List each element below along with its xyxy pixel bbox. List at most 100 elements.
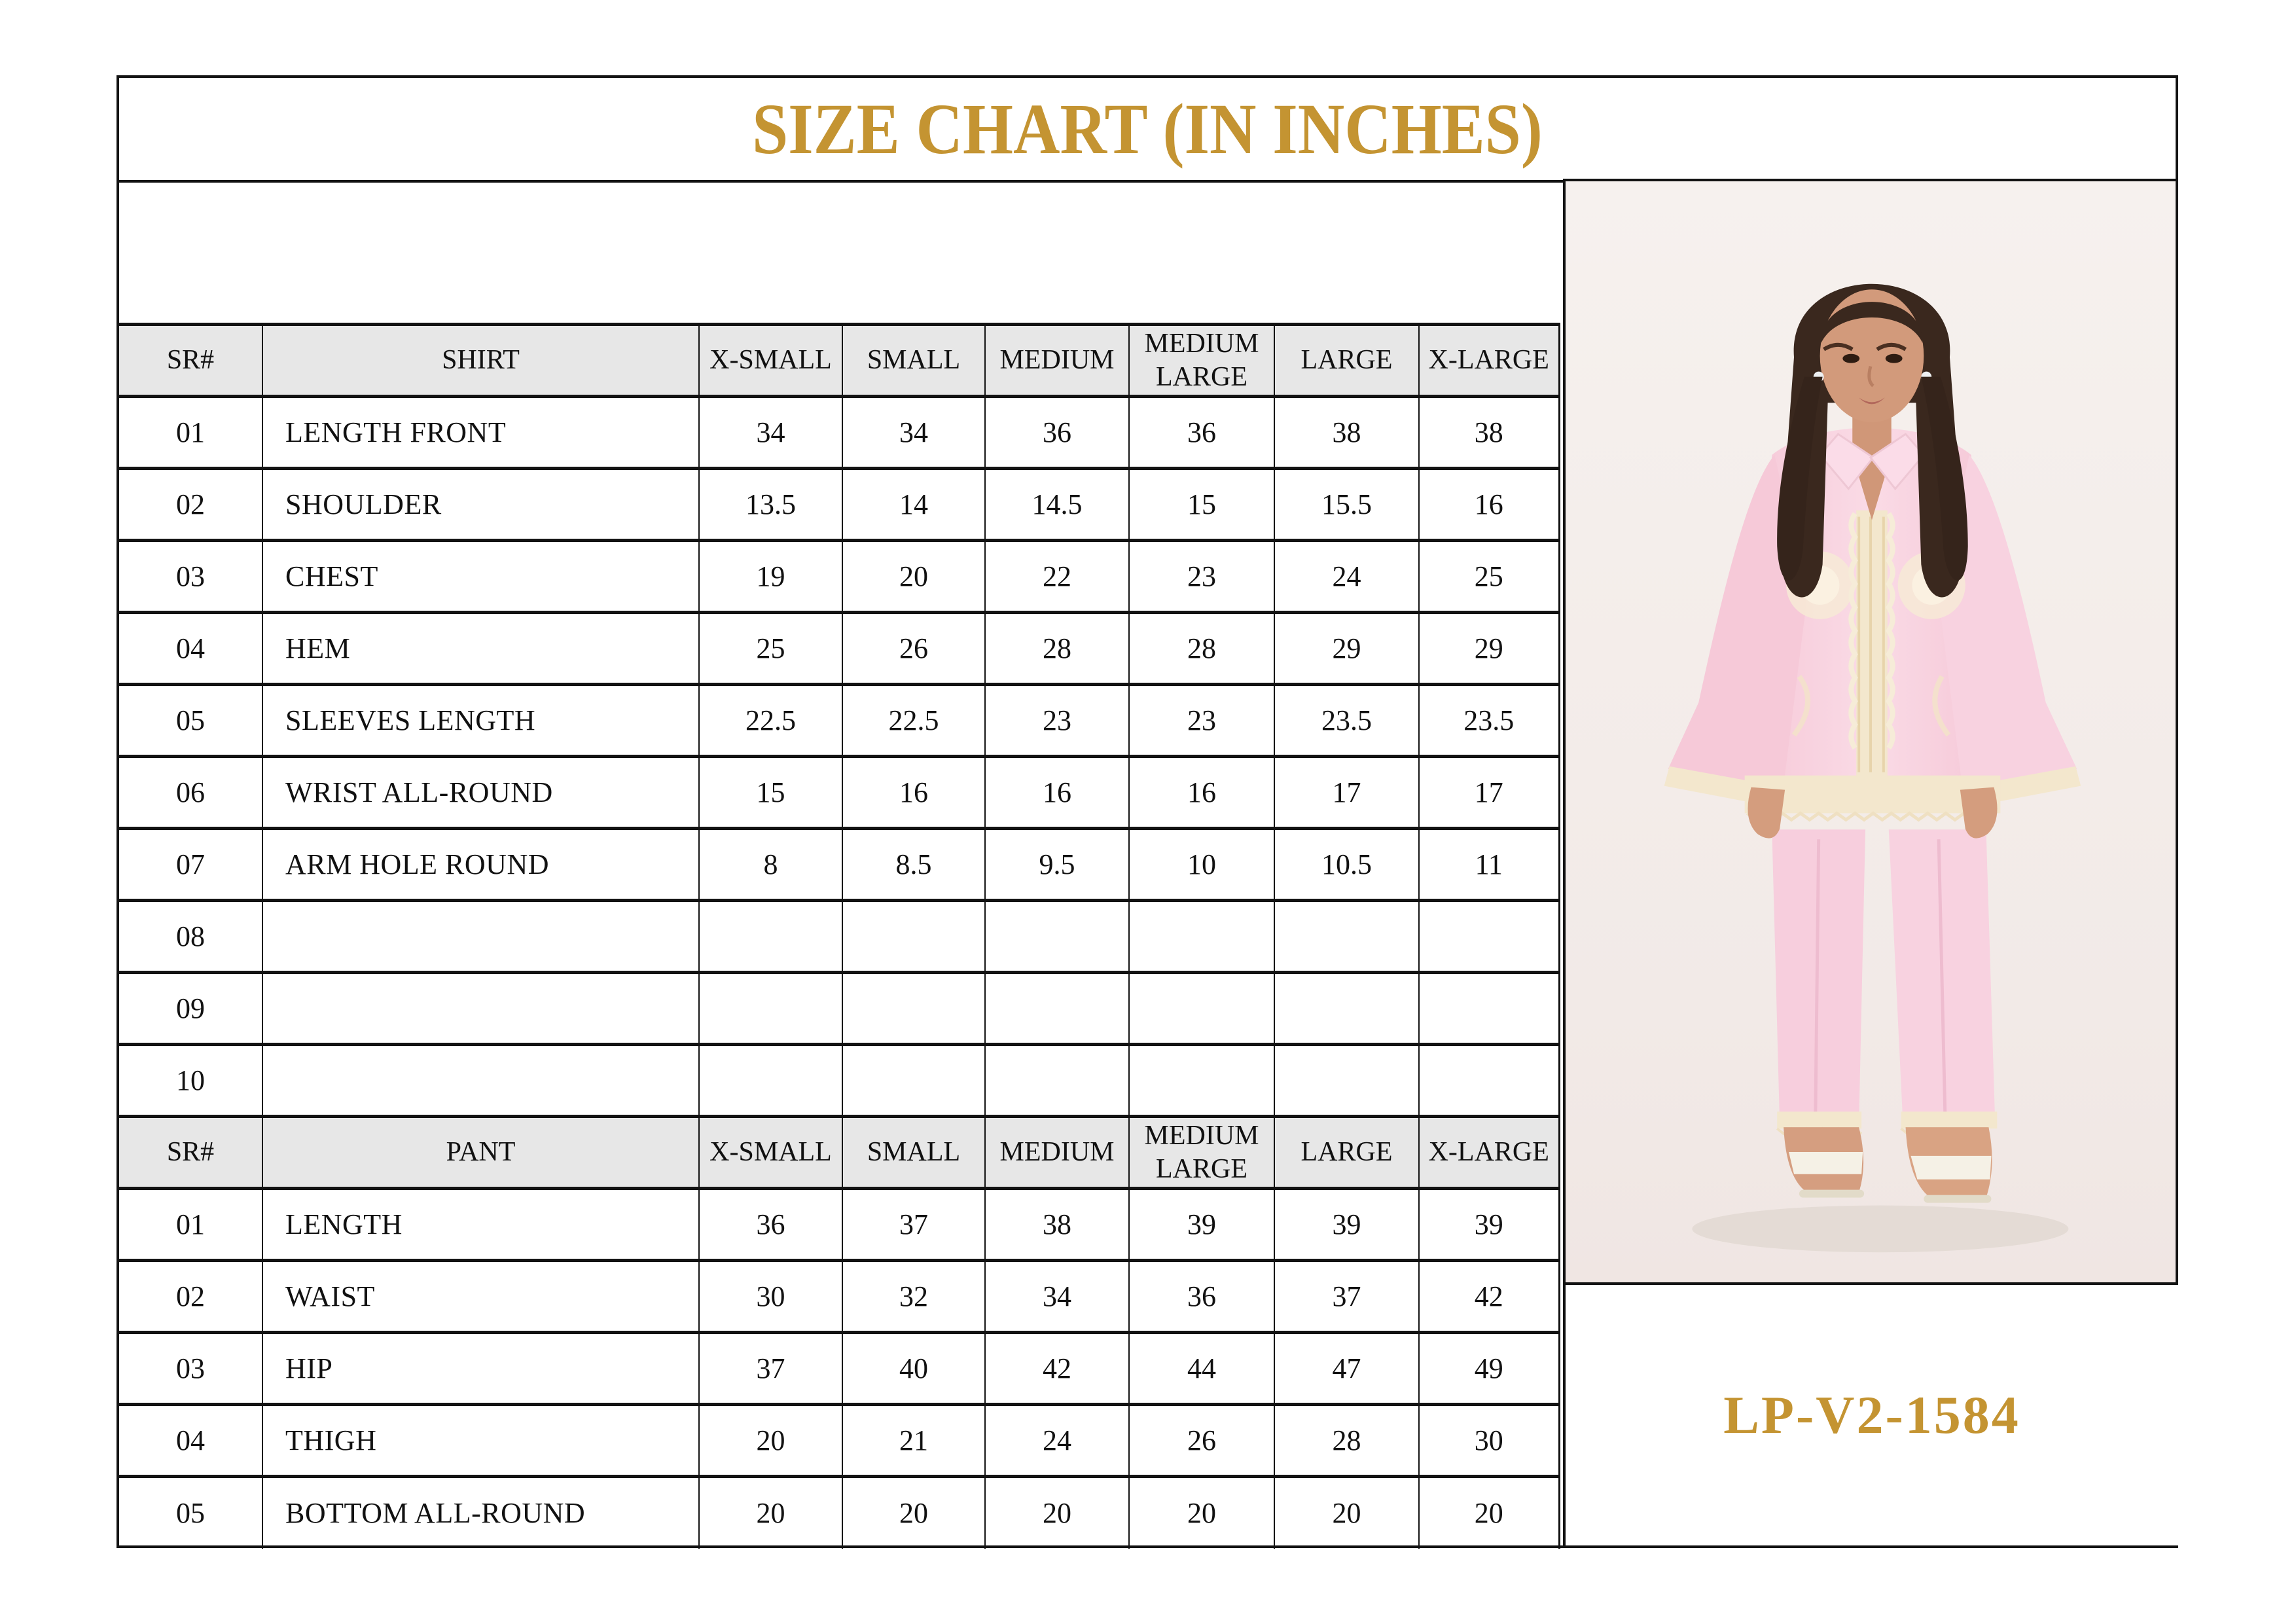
shirt-row-06: 06 WRIST ALL-ROUND 15 16 16 16 17 17: [119, 756, 1560, 829]
shirt-row-01-value-2: 36: [984, 396, 1130, 469]
size-chart-table: SR# SHIRT X-SMALL SMALL MEDIUM MEDIUM LARGE LA…: [119, 323, 1560, 1549]
shirt-row-08: 08: [119, 900, 1560, 973]
pant-header-size-0: X-SMALL: [698, 1116, 843, 1189]
shirt-row-05-value-5: 23.5: [1418, 684, 1560, 757]
pant-row-05-value-0: 20: [698, 1476, 843, 1549]
shirt-row-07-value-5: 11: [1418, 828, 1560, 901]
shirt-row-08-value-2: [984, 900, 1130, 973]
pant-row-03-value-3: 44: [1128, 1332, 1275, 1405]
shirt-row-02: 02 SHOULDER 13.5 14 14.5 15 15.5 16: [119, 468, 1560, 541]
pant-row-02-sr: 02: [119, 1260, 263, 1333]
pant-header-size-2: MEDIUM: [984, 1116, 1130, 1189]
pant-row-01-value-1: 37: [842, 1188, 986, 1261]
pant-header-size-1: SMALL: [842, 1116, 986, 1189]
shirt-row-06-value-2: 16: [984, 756, 1130, 829]
shirt-row-07-value-3: 10: [1128, 828, 1275, 901]
shirt-row-01-value-0: 34: [698, 396, 843, 469]
pant-header-size-4: LARGE: [1274, 1116, 1420, 1189]
shirt-row-08-value-4: [1274, 900, 1420, 973]
shirt-row-03-sr: 03: [119, 540, 263, 613]
pant-row-05-label: BOTTOM ALL-ROUND: [262, 1476, 700, 1549]
pant-row-05-value-4: 20: [1274, 1476, 1420, 1549]
floor-shadow: [1692, 1205, 2069, 1253]
shirt-row-10-value-3: [1128, 1044, 1275, 1117]
pant-row-05-sr: 05: [119, 1476, 263, 1549]
shirt-header-size-5: X-LARGE: [1418, 324, 1560, 397]
shirt-row-01-value-4: 38: [1274, 396, 1420, 469]
shirt-row-08-value-5: [1418, 900, 1560, 973]
pant-row-02-value-3: 36: [1128, 1260, 1275, 1333]
shirt-header-row: SR# SHIRT X-SMALL SMALL MEDIUM MEDIUM LARGE LA…: [119, 324, 1560, 397]
pant-row-03-label: HIP: [262, 1332, 700, 1405]
pant-row-03-value-5: 49: [1418, 1332, 1560, 1405]
shirt-row-01-label: LENGTH FRONT: [262, 396, 700, 469]
shirt-row-10-value-5: [1418, 1044, 1560, 1117]
shirt-row-03: 03 CHEST 19 20 22 23 24 25: [119, 540, 1560, 613]
shirt-row-10: 10: [119, 1044, 1560, 1117]
pant-row-03-value-0: 37: [698, 1332, 843, 1405]
pant-row-05: 05 BOTTOM ALL-ROUND 20 20 20 20 20 20: [119, 1476, 1560, 1549]
pant-row-03-value-4: 47: [1274, 1332, 1420, 1405]
shirt-row-07-value-4: 10.5: [1274, 828, 1420, 901]
shirt-header-size-3: MEDIUM LARGE: [1128, 324, 1275, 397]
pant-row-05-value-1: 20: [842, 1476, 986, 1549]
shirt-row-05-value-4: 23.5: [1274, 684, 1420, 757]
pant-row-04-value-0: 20: [698, 1404, 843, 1477]
hair-front-right: [1921, 376, 1968, 581]
shirt-row-07-label: ARM HOLE ROUND: [262, 828, 700, 901]
pant-row-03: 03 HIP 37 40 42 44 47 49: [119, 1332, 1560, 1405]
shirt-row-06-value-5: 17: [1418, 756, 1560, 829]
shirt-row-06-value-4: 17: [1274, 756, 1420, 829]
shirt-row-03-value-1: 20: [842, 540, 986, 613]
shirt-row-07-value-0: 8: [698, 828, 843, 901]
shirt-row-01-value-5: 38: [1418, 396, 1560, 469]
shirt-row-06-sr: 06: [119, 756, 263, 829]
shirt-row-09-value-5: [1418, 972, 1560, 1045]
shirt-row-02-label: SHOULDER: [262, 468, 700, 541]
pant-row-01-sr: 01: [119, 1188, 263, 1261]
size-chart-table-wrap: SR# SHIRT X-SMALL SMALL MEDIUM MEDIUM LARGE LA…: [119, 323, 1560, 1549]
shirt-header-size-2: MEDIUM: [984, 324, 1130, 397]
shirt-row-10-value-4: [1274, 1044, 1420, 1117]
shirt-row-07-value-2: 9.5: [984, 828, 1130, 901]
pant-header-sr: SR#: [119, 1116, 263, 1189]
shirt-row-01: 01 LENGTH FRONT 34 34 36 36 38 38: [119, 396, 1560, 469]
pant-row-04: 04 THIGH 20 21 24 26 28 30: [119, 1404, 1560, 1477]
shirt-header-sr: SR#: [119, 324, 263, 397]
shirt-row-02-value-5: 16: [1418, 468, 1560, 541]
shirt-row-05-value-1: 22.5: [842, 684, 986, 757]
shirt-header-size-1: SMALL: [842, 324, 986, 397]
pant-row-03-sr: 03: [119, 1332, 263, 1405]
pink-pants: [1772, 829, 1998, 1136]
shirt-row-03-value-3: 23: [1128, 540, 1275, 613]
shirt-row-03-value-4: 24: [1274, 540, 1420, 613]
shirt-row-02-value-2: 14.5: [984, 468, 1130, 541]
pant-row-02-value-5: 42: [1418, 1260, 1560, 1333]
pant-row-04-label: THIGH: [262, 1404, 700, 1477]
shirt-row-02-value-3: 15: [1128, 468, 1275, 541]
pant-row-02-value-0: 30: [698, 1260, 843, 1333]
shirt-header-size-0: X-SMALL: [698, 324, 843, 397]
shirt-row-01-sr: 01: [119, 396, 263, 469]
shirt-row-08-label: [262, 900, 700, 973]
shirt-header-size-4: LARGE: [1274, 324, 1420, 397]
shirt-row-05-sr: 05: [119, 684, 263, 757]
pant-row-05-value-5: 20: [1418, 1476, 1560, 1549]
pant-row-04-value-4: 28: [1274, 1404, 1420, 1477]
shirt-row-05: 05 SLEEVES LENGTH 22.5 22.5 23 23 23.5 23.5: [119, 684, 1560, 757]
shirt-row-03-value-5: 25: [1418, 540, 1560, 613]
pant-row-03-value-1: 40: [842, 1332, 986, 1405]
pant-row-04-sr: 04: [119, 1404, 263, 1477]
pant-row-02: 02 WAIST 30 32 34 36 37 42: [119, 1260, 1560, 1333]
hair-front-left: [1777, 376, 1823, 581]
shirt-row-07-sr: 07: [119, 828, 263, 901]
pant-row-02-value-2: 34: [984, 1260, 1130, 1333]
shirt-row-10-sr: 10: [119, 1044, 263, 1117]
white-sandals: [1784, 1127, 1992, 1203]
shirt-row-03-value-2: 22: [984, 540, 1130, 613]
shirt-row-01-value-3: 36: [1128, 396, 1275, 469]
shirt-row-02-value-0: 13.5: [698, 468, 843, 541]
shirt-row-09-value-4: [1274, 972, 1420, 1045]
shirt-row-09-value-1: [842, 972, 986, 1045]
shirt-row-04-label: HEM: [262, 612, 700, 685]
